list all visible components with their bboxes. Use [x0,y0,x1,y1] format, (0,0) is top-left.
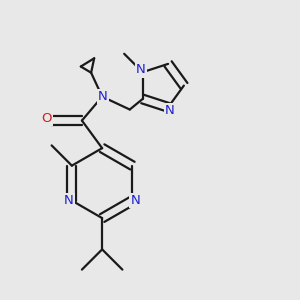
Text: N: N [136,64,146,76]
Text: N: N [130,194,140,207]
Text: N: N [64,194,74,207]
Text: O: O [41,112,52,125]
Text: N: N [98,90,108,103]
Text: N: N [165,104,175,118]
